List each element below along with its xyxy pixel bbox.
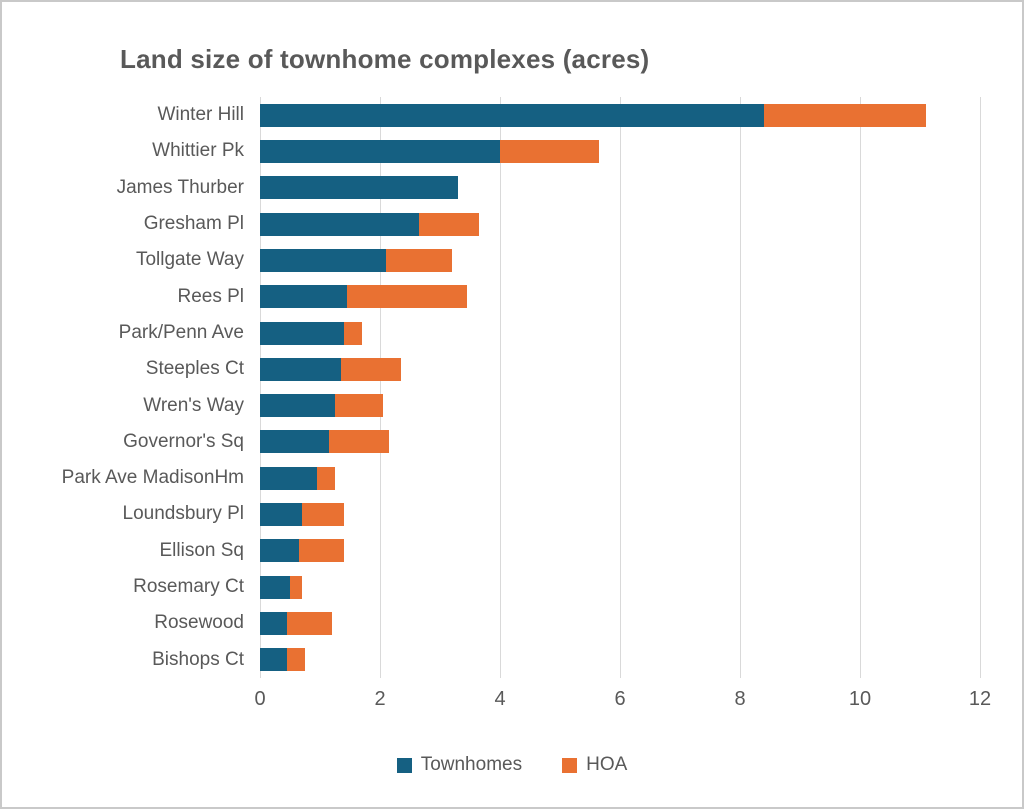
bar-segment-townhomes [260,212,419,236]
legend: Townhomes HOA [2,754,1022,776]
bar-row [260,285,467,309]
bar-segment-hoa [299,539,344,563]
plot-area [260,97,981,678]
bar-row [260,248,452,272]
category-label: Ellison Sq [159,539,245,561]
bar-row [260,466,335,490]
bar-segment-townhomes [260,394,335,418]
x-tick-label: 10 [848,688,872,710]
category-label: Bishops Ct [152,648,244,670]
bar-segment-townhomes [260,539,299,563]
category-label: Rees Pl [177,285,244,307]
bar-segment-hoa [347,285,467,309]
category-label: Winter Hill [157,104,244,125]
x-tick-label: 12 [968,688,992,710]
x-tick-label: 8 [734,688,746,710]
category-label: Rosemary Ct [133,576,244,598]
category-label: Loundsbury Pl [122,503,244,525]
category-label: Park/Penn Ave [118,321,244,343]
bar-segment-townhomes [260,430,329,454]
gridline [860,97,861,678]
bar-segment-townhomes [260,321,344,345]
bar-segment-hoa [335,394,383,418]
bar-segment-hoa [287,648,305,672]
bar-segment-hoa [341,357,401,381]
legend-item: HOA [562,754,627,776]
bar-segment-hoa [344,321,362,345]
bar-row [260,394,383,418]
x-tick-label: 4 [494,688,506,710]
legend-item: Townhomes [396,754,523,776]
bar-segment-townhomes [260,176,458,200]
bar-segment-hoa [386,248,452,272]
bar-row [260,430,389,454]
bar-segment-townhomes [260,248,386,272]
bar-segment-townhomes [260,503,302,527]
x-tick-label: 0 [254,688,266,710]
category-label: Tollgate Way [135,249,244,271]
bar-segment-townhomes [260,357,341,381]
legend-label: HOA [586,754,628,775]
gridline [500,97,501,678]
legend-swatch-hoa [562,757,578,773]
bar-segment-hoa [764,103,926,127]
bar-segment-hoa [302,503,344,527]
category-label: Steeples Ct [145,358,244,380]
category-label: Park Ave MadisonHm [61,467,244,489]
bar-segment-hoa [419,212,479,236]
bar-row [260,539,344,563]
bar-row [260,503,344,527]
bar-row [260,176,458,200]
legend-swatch-townhomes [396,757,412,773]
gridline [620,97,621,678]
x-tick-label: 2 [374,688,386,710]
bar-row [260,575,302,599]
bar-segment-hoa [329,430,389,454]
category-label: Whittier Pk [152,140,244,162]
category-label: Wren's Way [143,394,244,416]
gridline [740,97,741,678]
bar-row [260,357,401,381]
bar-segment-townhomes [260,139,500,163]
bar-row [260,648,305,672]
bar-row [260,612,332,636]
category-label: Gresham Pl [143,212,244,234]
bar-segment-hoa [287,612,332,636]
category-label: Governor's Sq [123,430,244,452]
x-axis: 0 2 4 6 8 10 12 [254,688,991,712]
bar-segment-townhomes [260,466,317,490]
gridline [260,97,261,678]
bar-segment-townhomes [260,285,347,309]
bar-row [260,103,926,127]
x-tick-label: 6 [614,688,626,710]
category-label: James Thurber [116,176,244,198]
bar-segment-hoa [290,575,302,599]
category-axis: Winter Hill Whittier Pk James Thurber Gresh… [2,97,244,678]
legend-label: Townhomes [420,754,523,775]
bar-segment-hoa [317,466,335,490]
gridline [980,97,981,678]
bar-segment-townhomes [260,648,287,672]
bar-row [260,212,479,236]
bar-row [260,139,599,163]
category-label: Rosewood [154,612,244,634]
bar-segment-townhomes [260,103,764,127]
bar-row [260,321,362,345]
bar-segment-townhomes [260,575,290,599]
gridline [380,97,381,678]
bar-segment-hoa [500,139,599,163]
chart-title: Land size of townhome complexes (acres) [120,44,650,74]
bar-segment-townhomes [260,612,287,636]
